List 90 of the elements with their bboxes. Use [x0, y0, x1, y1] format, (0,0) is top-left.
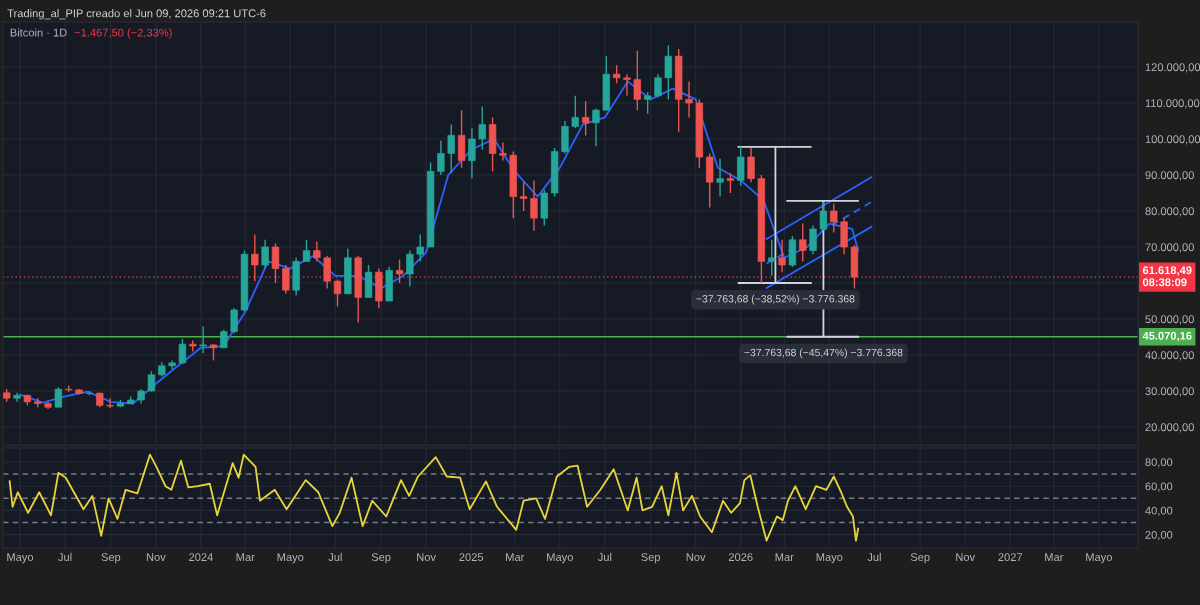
- x-tick-label: 2024: [189, 553, 213, 562]
- candlestick: [199, 325, 207, 354]
- annotation: −37.763,68 (−38,52%) −3.776.368: [696, 294, 855, 305]
- y-tick-label: 100.000,00: [1145, 135, 1200, 145]
- candlestick: [302, 239, 311, 263]
- x-tick-label: Nov: [956, 553, 976, 562]
- x-tick-label: Mayo: [816, 553, 843, 564]
- y-tick-label: 80,00: [1145, 458, 1173, 468]
- x-tick-label: Mayo: [547, 553, 573, 564]
- candlestick: [251, 233, 259, 282]
- candlestick: [499, 141, 507, 162]
- candlestick: [333, 278, 342, 308]
- x-tick-label: Jul: [328, 552, 342, 562]
- x-tick-label: Sep: [101, 553, 121, 564]
- candlestick: [437, 140, 445, 176]
- candlestick: [685, 80, 693, 119]
- candlestick: [747, 147, 755, 183]
- x-tick-label: Nov: [146, 553, 166, 562]
- y-tick-label: 40.000,00: [1145, 351, 1194, 361]
- y-tick-label: 40,00: [1145, 506, 1173, 516]
- candlestick: [406, 249, 414, 288]
- candlestick: [282, 264, 290, 295]
- x-tick-label: Jul: [867, 552, 881, 562]
- chart-title: Bitcoin · 1D: [10, 28, 67, 37]
- candlestick: [654, 73, 662, 99]
- x-tick-label: Mar: [506, 553, 525, 562]
- candlestick: [313, 240, 321, 263]
- text: −1.467,50 (−2,33%): [74, 28, 172, 39]
- y-tick-label: 60,00: [1145, 482, 1173, 492]
- x-tick-label: Jul: [58, 552, 72, 562]
- candlestick: [530, 179, 538, 232]
- candlestick: [726, 172, 735, 194]
- x-tick-label: Mar: [236, 553, 255, 562]
- y-tick-label: 80.000,00: [1145, 207, 1194, 217]
- x-tick-label: Mayo: [277, 553, 304, 564]
- candlestick: [644, 91, 652, 115]
- candlestick: [623, 73, 631, 97]
- line-series: [8, 453, 860, 542]
- x-tick-label: Mayo: [1086, 553, 1112, 564]
- candlestick: [737, 145, 745, 187]
- x-tick-label: Nov: [686, 553, 706, 562]
- candlestick: [271, 242, 280, 284]
- y-tick-label: 110.000,00: [1145, 99, 1200, 109]
- candlestick: [571, 95, 579, 129]
- y-tick-label: 50.000,00: [1145, 315, 1194, 325]
- candlestick: [106, 397, 114, 409]
- x-tick-label: Nov: [417, 553, 436, 562]
- candlestick: [768, 239, 776, 277]
- candlestick: [519, 181, 528, 212]
- candlestick: [447, 123, 455, 174]
- y-tick-label: 120.000,00: [1145, 63, 1200, 73]
- y-tick-label: 20.000,00: [1145, 423, 1194, 433]
- candlestick: [230, 307, 238, 335]
- y-tick-label: 20,00: [1145, 530, 1173, 541]
- candlestick: [178, 338, 187, 365]
- x-tick-label: Sep: [641, 553, 661, 564]
- x-tick-label: Sep: [371, 553, 391, 564]
- text: Trading_al_PIP creado el Jun 09, 2026 09:21 UTC-6: [7, 9, 266, 20]
- candlestick: [592, 107, 600, 147]
- candlestick: [633, 50, 641, 111]
- x-tick-label: 2025: [459, 553, 484, 562]
- annotation: −37.763,68 (−45,47%) −3.776.368: [744, 348, 903, 359]
- ref-line-label: 45.070,16: [1142, 331, 1192, 342]
- candlestick: [664, 44, 673, 101]
- x-tick-label: Mar: [775, 553, 794, 562]
- candlestick: [395, 258, 404, 284]
- candlestick: [819, 201, 828, 232]
- x-tick-label: Jul: [597, 552, 612, 562]
- candlestick: [830, 203, 838, 234]
- candlestick: [54, 386, 63, 408]
- candlestick: [416, 233, 424, 263]
- candlestick: [261, 239, 269, 270]
- y-tick-label: 30.000,00: [1145, 387, 1194, 397]
- candlestick: [716, 158, 724, 198]
- x-tick-label: Mar: [1045, 553, 1064, 562]
- y-tick-label: 70.000,00: [1145, 243, 1194, 253]
- candlestick: [147, 370, 156, 393]
- candlestick: [478, 105, 486, 151]
- x-tick-label: Sep: [910, 553, 930, 564]
- candlestick: [468, 127, 476, 180]
- x-tick-label: Mayo: [7, 553, 34, 564]
- x-tick-label: 2027: [998, 553, 1023, 562]
- ref-line-label: 61.618,49 08:38:09: [1142, 266, 1192, 287]
- candlestick: [778, 239, 786, 273]
- candlestick: [323, 255, 331, 290]
- candlestick: [799, 222, 807, 263]
- candlestick: [809, 224, 817, 255]
- candlestick: [581, 100, 590, 137]
- x-tick-label: 2026: [728, 553, 753, 562]
- y-tick-label: 90.000,00: [1145, 171, 1194, 181]
